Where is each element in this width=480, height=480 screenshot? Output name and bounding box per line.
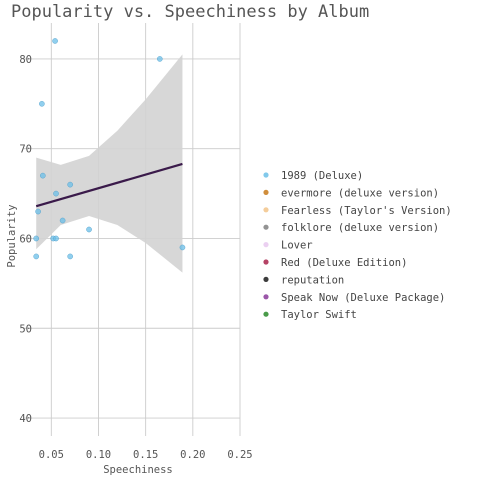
legend: 1989 (Deluxe) evermore (deluxe version) Fe…: [263, 170, 452, 321]
legend-swatch: [263, 207, 269, 213]
x-tick-label: 0.15: [133, 449, 158, 461]
y-tick-labels: 40 50 60 70 80: [19, 54, 32, 425]
y-axis-title: Popularity: [6, 204, 18, 267]
legend-swatch: [263, 311, 269, 317]
legend-label: Lover: [281, 240, 313, 252]
y-tick-label: 40: [19, 413, 32, 425]
legend-label: evermore (deluxe version): [281, 187, 439, 199]
y-tick-label: 50: [19, 323, 32, 335]
x-tick-label: 0.25: [227, 449, 252, 461]
data-point: [86, 226, 92, 233]
confidence-band: [36, 54, 183, 273]
data-point: [33, 253, 40, 260]
legend-label: Fearless (Taylor's Version): [281, 205, 452, 217]
trend-line: [35, 162, 183, 208]
data-point: [53, 190, 59, 197]
legend-swatch: [263, 259, 269, 265]
x-tick-labels: 0.05 0.10 0.15 0.20 0.25: [39, 449, 253, 461]
data-point: [35, 208, 41, 215]
data-point: [33, 235, 40, 242]
y-tick-label: 60: [19, 233, 32, 245]
x-tick-label: 0.10: [86, 449, 111, 461]
x-axis-title: Speechiness: [103, 464, 173, 476]
legend-swatch: [263, 276, 269, 282]
data-point: [59, 217, 66, 224]
data-point: [179, 244, 186, 251]
x-tick-label: 0.20: [180, 449, 205, 461]
data-point: [39, 101, 45, 107]
data-point: [67, 181, 73, 188]
data-point: [40, 172, 46, 179]
data-point: [67, 253, 73, 260]
chart-title: Popularity vs. Speechiness by Album: [11, 2, 369, 22]
data-point: [52, 38, 58, 44]
legend-label: folklore (deluxe version): [281, 222, 439, 234]
x-tick-label: 0.05: [39, 449, 64, 461]
trend-line-group: [35, 162, 183, 208]
legend-swatch: [263, 294, 269, 300]
y-tick-label: 70: [19, 144, 32, 156]
legend-swatch: [263, 172, 269, 178]
legend-label: Speak Now (Deluxe Package): [281, 292, 445, 304]
legend-swatch: [263, 189, 269, 195]
y-tick-label: 80: [19, 54, 32, 66]
data-point: [157, 56, 163, 62]
legend-swatch: [263, 242, 269, 248]
legend-label: 1989 (Deluxe): [281, 170, 363, 182]
legend-label: Red (Deluxe Edition): [281, 257, 407, 269]
data-points: [33, 38, 186, 260]
confidence-band-area: [36, 54, 183, 273]
legend-swatch: [263, 224, 269, 230]
legend-label: Taylor Swift: [281, 309, 357, 321]
legend-label: reputation: [281, 274, 344, 286]
data-point: [53, 235, 59, 242]
